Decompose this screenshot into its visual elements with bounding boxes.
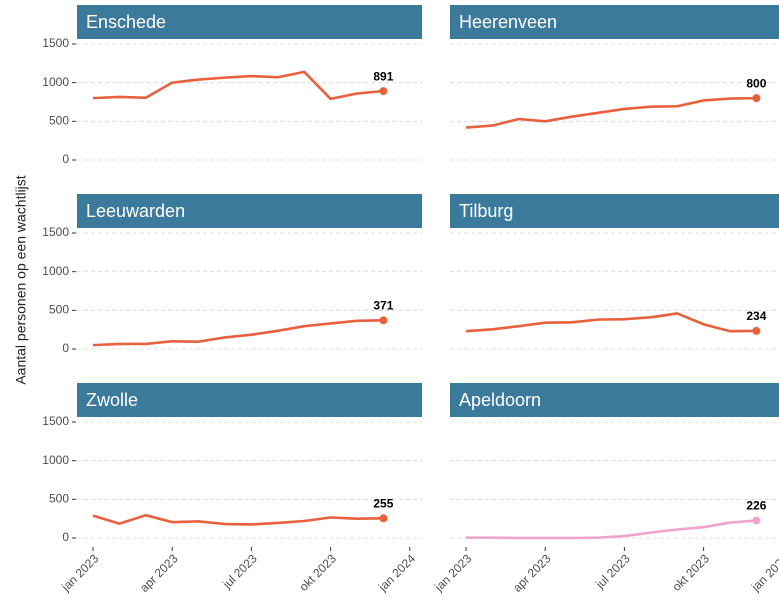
strip: [77, 194, 422, 228]
panel-title: Apeldoorn: [459, 390, 541, 410]
end-point: [752, 516, 761, 525]
y-tick-label: 1500: [42, 414, 69, 428]
line: [466, 519, 757, 540]
x-tick-label: apr 2023: [137, 551, 181, 595]
end-point: [379, 316, 388, 325]
x-tick-label: jan 2024: [748, 551, 779, 594]
x-tick-label: jan 2023: [58, 551, 101, 594]
panel-title: Tilburg: [459, 201, 513, 221]
panel-title: Leeuwarden: [86, 201, 185, 221]
x-tick-label: jul 2023: [592, 551, 633, 592]
x-tick-label: okt 2023: [297, 551, 340, 594]
strip: [450, 5, 779, 39]
x-tick-label: jan 2023: [431, 551, 474, 594]
strip: [77, 5, 422, 39]
line: [465, 96, 757, 129]
strip: [450, 383, 779, 417]
value-label: 234: [746, 309, 766, 323]
line: [92, 319, 384, 347]
strip: [77, 383, 422, 417]
y-tick-label: 0: [62, 530, 69, 544]
y-tick-label: 1000: [42, 264, 69, 278]
value-label: 226: [746, 499, 766, 513]
y-tick-label: 500: [49, 303, 69, 317]
y-tick-label: 1500: [42, 36, 69, 50]
x-tick-label: apr 2023: [510, 551, 554, 595]
line: [92, 70, 384, 101]
y-tick-label: 0: [62, 152, 69, 166]
end-point: [379, 87, 388, 96]
y-tick-label: 500: [49, 492, 69, 506]
panel-title: Enschede: [86, 12, 166, 32]
end-point: [752, 94, 761, 103]
value-label: 800: [746, 76, 766, 90]
x-tick-label: jan 2024: [375, 551, 418, 594]
y-tick-label: 500: [49, 114, 69, 128]
x-tick-label: okt 2023: [670, 551, 713, 594]
strip: [450, 194, 779, 228]
end-point: [752, 326, 761, 335]
y-tick-label: 0: [62, 341, 69, 355]
y-axis-title: Aantal personen op een wachtlijst: [13, 175, 29, 384]
panel-title: Heerenveen: [459, 12, 557, 32]
end-point: [379, 514, 388, 523]
line: [92, 513, 384, 526]
x-tick-label: jul 2023: [219, 551, 260, 592]
y-tick-label: 1000: [42, 75, 69, 89]
line: [465, 312, 757, 333]
panel-title: Zwolle: [86, 390, 138, 410]
value-label: 891: [373, 69, 393, 83]
y-tick-label: 1500: [42, 225, 69, 239]
value-label: 371: [373, 298, 393, 312]
value-label: 255: [373, 496, 393, 510]
y-tick-label: 1000: [42, 453, 69, 467]
